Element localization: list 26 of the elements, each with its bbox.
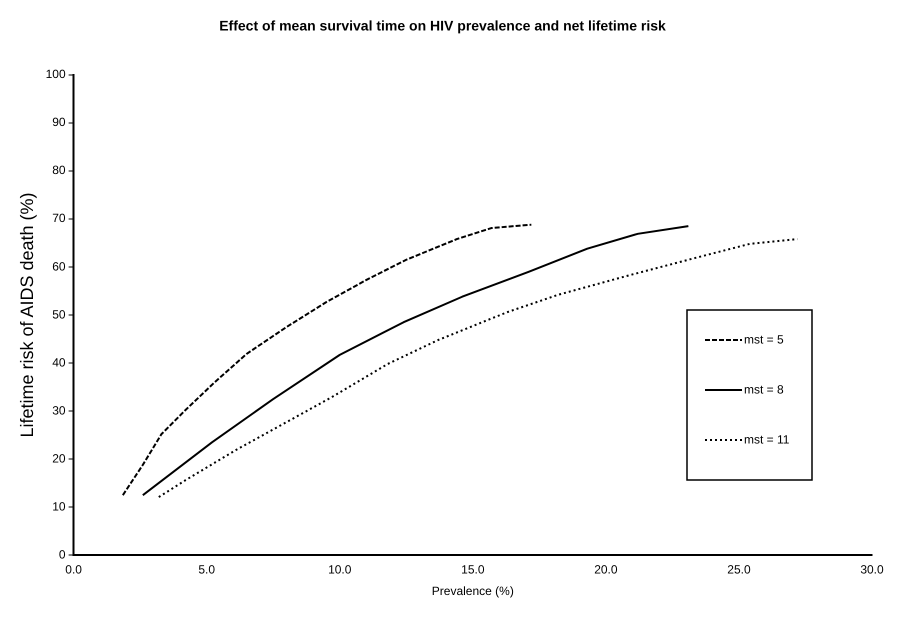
legend-label: mst = 5 (744, 332, 784, 346)
x-tick-label: 25.0 (727, 562, 751, 577)
y-tick-label: 20 (52, 451, 66, 466)
x-axis-title: Prevalence (%) (432, 584, 514, 598)
x-tick-label: 20.0 (594, 562, 618, 577)
chart-title: Effect of mean survival time on HIV prevalence and net lifetime risk (219, 17, 666, 34)
y-tick-label: 70 (52, 211, 66, 226)
y-tick-label: 30 (52, 403, 66, 418)
y-axis-title: Lifetime risk of AIDS death (%) (16, 192, 37, 438)
x-tick-label: 30.0 (860, 562, 884, 577)
y-tick-label: 100 (46, 67, 66, 82)
y-tick-label: 10 (52, 499, 66, 514)
line-series (122, 224, 532, 496)
y-tick-label: 40 (52, 355, 66, 370)
x-tick-label: 10.0 (328, 562, 352, 577)
legend-label: mst = 11 (744, 432, 790, 446)
y-tick-label: 60 (52, 259, 66, 274)
y-tick-label: 0 (58, 548, 66, 562)
y-tick-label: 50 (52, 307, 66, 322)
line-series (158, 238, 798, 498)
legend-label: mst = 8 (744, 382, 784, 396)
x-tick-label: 15.0 (461, 562, 485, 577)
y-tick-label: 90 (52, 115, 66, 130)
x-tick-label: 5.0 (198, 562, 216, 577)
y-tick-label: 80 (52, 163, 66, 178)
x-tick-label: 0.0 (65, 562, 82, 577)
